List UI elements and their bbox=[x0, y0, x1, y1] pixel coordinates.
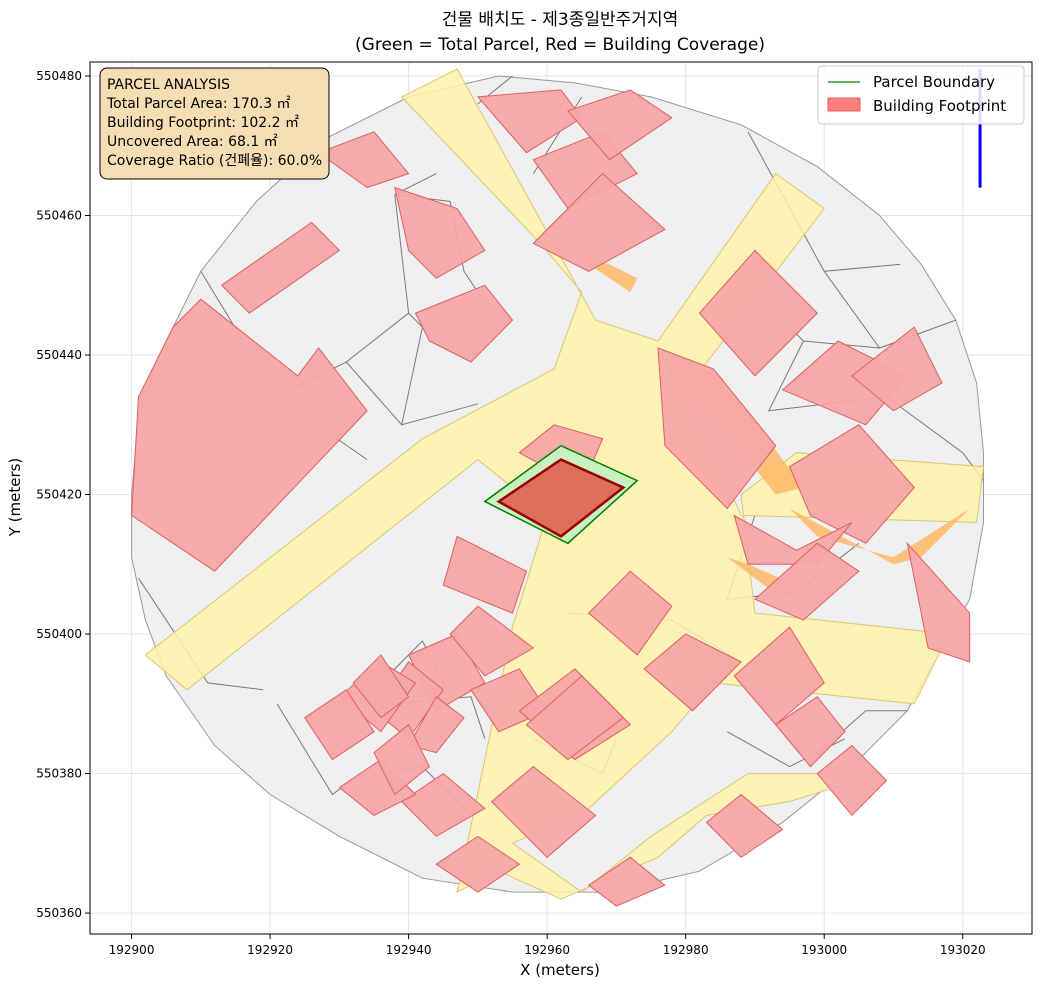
info-footprint: Building Footprint: 102.2 ㎡ bbox=[107, 115, 299, 131]
context-building bbox=[906, 541, 971, 663]
subject-building bbox=[496, 458, 626, 538]
context-building bbox=[407, 696, 465, 754]
context-building bbox=[414, 284, 514, 363]
y-tick-label: 550400 bbox=[36, 627, 82, 641]
context-building bbox=[449, 605, 535, 677]
road-overlap bbox=[789, 508, 970, 565]
y-tick-label: 550420 bbox=[36, 488, 82, 502]
x-tick-label: 192920 bbox=[247, 943, 293, 957]
context-building bbox=[352, 654, 410, 719]
context-building bbox=[317, 131, 410, 189]
lot-line bbox=[138, 577, 264, 691]
context-building bbox=[816, 744, 888, 817]
info-uncovered: Uncovered Area: 68.1 ㎡ bbox=[107, 134, 278, 150]
context-building bbox=[698, 249, 819, 377]
x-tick-label: 192900 bbox=[109, 943, 155, 957]
chart-subtitle: (Green = Total Parcel, Red = Building Co… bbox=[355, 35, 765, 55]
context-building bbox=[753, 542, 860, 621]
context-building bbox=[304, 689, 375, 761]
axis-ticks: 192900 192920 192940 192960 192980 193000 1930… bbox=[36, 69, 985, 957]
context-building bbox=[490, 765, 597, 858]
y-axis-label: Y (meters) bbox=[6, 458, 24, 538]
context-building bbox=[657, 347, 777, 510]
context-building bbox=[338, 758, 417, 816]
plot-frame bbox=[89, 61, 1033, 935]
x-tick-label: 192960 bbox=[524, 943, 570, 957]
context-building bbox=[774, 696, 846, 768]
chart-title: 건물 배치도 - 제3종일반주거지역 bbox=[442, 10, 678, 30]
context-building bbox=[851, 326, 943, 412]
context-building bbox=[532, 172, 666, 272]
legend: Parcel Boundary Building Footprint bbox=[817, 65, 1025, 125]
context-building bbox=[220, 221, 341, 314]
context-building bbox=[442, 535, 528, 614]
map-area bbox=[131, 68, 985, 907]
context-building bbox=[131, 298, 368, 572]
info-title: PARCEL ANALYSIS bbox=[107, 77, 230, 93]
info-coverage-ratio: Coverage Ratio (건폐율): 60.0% bbox=[107, 153, 322, 169]
context-building bbox=[394, 186, 486, 279]
y-tick-label: 550360 bbox=[36, 906, 82, 920]
context-building bbox=[400, 772, 486, 837]
context-building bbox=[435, 835, 521, 893]
context-building bbox=[643, 633, 742, 712]
x-tick-label: 193020 bbox=[940, 943, 986, 957]
y-tick-label: 550480 bbox=[36, 69, 82, 83]
context-building bbox=[587, 570, 673, 656]
context-building bbox=[733, 626, 825, 726]
legend-parcel-label: Parcel Boundary bbox=[873, 73, 995, 91]
x-tick-label: 192940 bbox=[386, 943, 432, 957]
legend-frame bbox=[817, 65, 1025, 125]
x-tick-label: 192980 bbox=[663, 943, 709, 957]
y-tick-label: 550380 bbox=[36, 767, 82, 781]
context-building bbox=[788, 424, 915, 544]
lot-line bbox=[401, 403, 479, 426]
legend-building-label: Building Footprint bbox=[873, 97, 1006, 115]
info-total-area: Total Parcel Area: 170.3 ㎡ bbox=[106, 96, 291, 112]
context-building bbox=[705, 793, 784, 858]
context-building bbox=[587, 856, 666, 907]
y-tick-label: 550460 bbox=[36, 208, 82, 222]
y-tick-label: 550440 bbox=[36, 348, 82, 362]
legend-building-swatch bbox=[827, 97, 861, 112]
info-box: PARCEL ANALYSIS Total Parcel Area: 170.3… bbox=[99, 67, 330, 180]
context-building bbox=[567, 89, 673, 161]
x-tick-label: 193000 bbox=[801, 943, 847, 957]
x-axis-label: X (meters) bbox=[520, 961, 600, 979]
context-building bbox=[373, 723, 431, 796]
info-box-background bbox=[99, 67, 330, 180]
context-building bbox=[525, 675, 625, 761]
